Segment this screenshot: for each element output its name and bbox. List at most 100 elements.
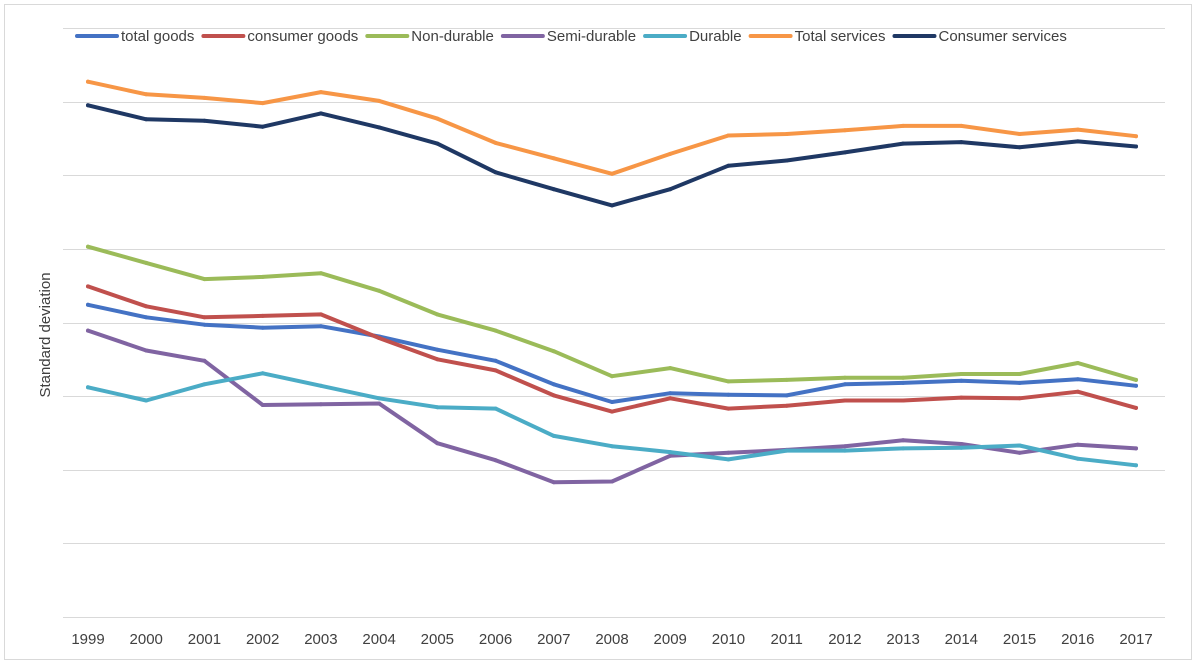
data-point [493,140,498,145]
data-point [377,288,382,293]
data-point [493,328,498,333]
data-point [377,336,382,340]
x-tick-label: 2011 [771,631,803,648]
data-point [318,324,323,329]
x-tick-label: 2013 [886,631,919,648]
data-point [86,244,90,249]
x-tick-label: 2002 [246,631,279,648]
legend-item: Non-durable [365,28,494,45]
data-point [435,357,440,362]
data-point [959,442,964,446]
data-point [202,382,207,387]
x-tick-label: 2014 [945,631,978,648]
legend-label: Durable [689,28,742,45]
data-point [1075,377,1080,382]
series-line [86,302,1138,404]
x-tick-label: 2007 [537,631,570,648]
data-point [610,171,614,176]
data-point [202,315,207,320]
data-point [1134,134,1138,139]
line-chart: 1999 2000 2001 2002 2003 2004 2005 2006 2007 2008… [37,28,1165,648]
data-point [610,479,614,484]
data-point [726,379,731,384]
data-point [1075,127,1080,132]
data-point [784,158,789,163]
data-point [144,315,149,320]
data-point [610,444,614,449]
data-point [551,156,556,161]
legend-item: Total services [748,28,885,45]
data-point [144,260,149,265]
data-point [1017,380,1022,385]
data-point [668,366,673,371]
data-point [726,392,731,397]
legend-item: consumer goods [201,28,358,45]
data-point [959,123,964,128]
data-point [901,380,906,385]
data-point [493,170,498,175]
data-point [901,398,906,403]
data-point [260,124,265,129]
data-point [842,444,847,449]
data-point [435,405,440,410]
y-axis-label: Standard deviation [37,272,54,397]
data-point [1017,450,1022,455]
data-point [1017,396,1022,401]
data-point [668,151,673,156]
data-point [318,271,323,276]
series-line [86,103,1138,208]
data-point [1017,443,1022,448]
data-point [842,382,847,387]
data-point [144,92,149,97]
series-total-services [86,79,1138,176]
data-point [318,111,323,116]
data-point [726,133,731,138]
data-point [202,118,207,123]
data-point [1134,383,1138,388]
data-point [260,313,265,318]
data-point [784,393,789,398]
data-point [86,103,90,108]
data-point [377,98,382,103]
series-total-goods [86,302,1138,404]
data-point [842,375,847,380]
x-axis-tick-labels: 1999 2000 2001 2002 2003 2004 2005 2006 2007 2008… [71,631,1152,648]
data-point [842,128,847,133]
data-point [435,312,440,317]
x-tick-label: 2017 [1119,631,1152,648]
data-point [959,372,964,376]
x-tick-label: 2006 [479,631,512,648]
data-point [86,385,90,390]
data-point [784,132,789,136]
data-point [144,117,149,122]
data-point [318,383,323,388]
legend-item: Semi-durable [500,28,636,45]
data-point [435,141,440,146]
data-point [726,163,731,168]
x-tick-label: 2004 [362,631,395,648]
data-point [144,348,149,353]
data-point [318,312,323,317]
data-point [610,409,614,414]
series-non-durable [86,244,1138,384]
data-point [493,368,498,373]
legend-label: Non-durable [411,28,494,45]
data-point [726,406,731,411]
series-lines [86,79,1138,485]
data-point [610,374,614,379]
legend-label: consumer goods [247,28,358,45]
chart-frame: 1999 2000 2001 2002 2003 2004 2005 2006 2007 2008… [4,4,1192,660]
data-point [959,378,964,383]
data-point [551,433,556,438]
data-point [551,349,556,354]
data-point [144,304,149,309]
data-point [901,123,906,128]
data-point [318,90,323,95]
data-point [1017,145,1022,150]
series-semi-durable [86,328,1138,485]
data-point [842,150,847,155]
data-point [493,406,498,411]
series-consumer-goods [86,284,1138,414]
legend-label: total goods [121,28,194,45]
data-point [86,79,90,84]
